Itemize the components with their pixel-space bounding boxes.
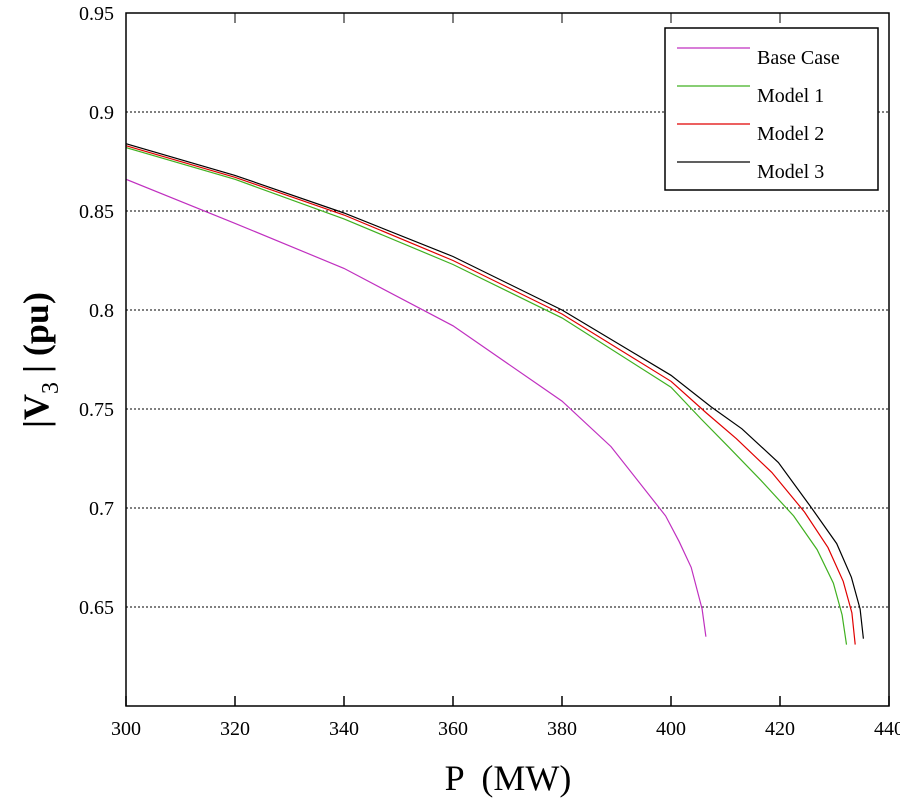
legend-label: Model 1 xyxy=(757,85,824,107)
x-tick-label: 420 xyxy=(765,718,795,740)
legend-box xyxy=(664,27,879,191)
y-tick-label: 0.9 xyxy=(89,102,114,124)
series-lines xyxy=(125,143,864,645)
legend: Base Case Model 1 Model 2 Model 3 xyxy=(664,27,879,191)
plot-frame xyxy=(125,12,890,707)
series-line-base-case xyxy=(125,178,707,637)
legend-label: Model 2 xyxy=(757,123,824,145)
y-tick-label: 0.75 xyxy=(79,399,114,421)
y-axis-label-sub: 3 xyxy=(38,382,64,394)
series-line-model-3 xyxy=(125,143,864,639)
y-axis-label-unit: | (pu) xyxy=(16,292,56,382)
y-tick-label: 0.95 xyxy=(79,3,114,25)
y-axis-label-main: |V xyxy=(16,394,56,428)
legend-label: Model 3 xyxy=(757,161,824,183)
y-tick-label: 0.85 xyxy=(79,201,114,223)
grid-lines xyxy=(126,111,889,608)
x-tick-label: 360 xyxy=(438,718,468,740)
y-tick-label: 0.7 xyxy=(89,498,114,520)
series-line-model-1 xyxy=(125,147,848,645)
x-tick-label: 300 xyxy=(111,718,141,740)
y-tick-label: 0.65 xyxy=(79,597,114,619)
x-tick-label: 320 xyxy=(220,718,250,740)
y-axis-label: |V3 | (pu) xyxy=(16,292,64,428)
legend-label: Base Case xyxy=(757,47,840,69)
x-tick-label: 400 xyxy=(656,718,686,740)
series-line-model-2 xyxy=(125,145,856,645)
x-tick-label: 380 xyxy=(547,718,577,740)
x-tick-label: 440 xyxy=(874,718,900,740)
x-tick-label: 340 xyxy=(329,718,359,740)
axis-ticks: 0.65 0.7 0.75 0.8 0.85 0.9 0.95 300 320 340 360 380… xyxy=(79,3,900,740)
y-tick-label: 0.8 xyxy=(89,300,114,322)
x-axis-label: P (MW) xyxy=(445,758,572,798)
